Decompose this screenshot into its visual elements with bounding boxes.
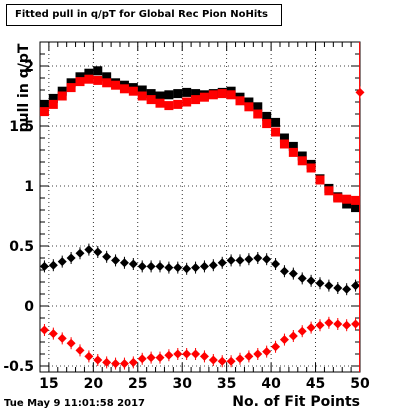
data-point-square — [111, 80, 121, 90]
data-point-square — [48, 99, 58, 109]
y-tick-label: 0 — [24, 299, 34, 315]
data-point-square — [333, 193, 343, 203]
data-marks — [39, 42, 365, 372]
y-tick-label: -0.5 — [3, 359, 34, 375]
data-point-square — [164, 101, 174, 111]
data-point-square — [253, 109, 263, 119]
data-point-square — [288, 141, 298, 151]
data-point-square — [75, 72, 85, 82]
data-point-square — [271, 117, 281, 127]
y-tick-label: 0.5 — [9, 239, 34, 255]
x-tick-label: 25 — [128, 376, 147, 392]
data-point-square — [208, 90, 218, 100]
data-point-square — [244, 97, 254, 107]
chart-title: Fitted pull in q/pT for Global Rec Pion … — [6, 4, 282, 26]
data-point-square — [271, 127, 281, 137]
data-point-square — [155, 91, 165, 101]
x-tick-label: 45 — [306, 376, 325, 392]
data-point-square — [84, 74, 94, 84]
data-point-square — [137, 85, 147, 95]
data-point-square — [48, 93, 58, 103]
y-axis-label: pull in q/pT — [16, 43, 32, 133]
data-point-square — [351, 195, 361, 205]
data-point-square — [342, 194, 352, 204]
data-point-square — [279, 133, 289, 143]
data-point-square — [244, 102, 254, 112]
y-tick-label: 1.5 — [9, 119, 34, 135]
data-point-square — [182, 97, 192, 107]
data-point-square — [102, 72, 112, 82]
data-point-square — [297, 151, 307, 161]
data-point-square — [253, 102, 263, 112]
data-point-square — [226, 90, 236, 100]
x-tick-label: 30 — [172, 376, 192, 392]
data-point-square — [39, 99, 49, 109]
x-tick-label: 50 — [350, 376, 370, 392]
data-point-square — [217, 89, 227, 99]
data-point-square — [191, 95, 201, 105]
data-point-square — [84, 68, 94, 78]
timestamp: Tue May 9 11:01:58 2017 — [4, 398, 145, 409]
x-tick-label: 20 — [84, 376, 104, 392]
data-point-square — [351, 203, 361, 213]
data-point-square — [297, 156, 307, 166]
data-point-square — [324, 186, 334, 196]
data-point-square — [57, 91, 67, 101]
data-point-square — [164, 90, 174, 100]
data-point-square — [93, 66, 103, 76]
data-point-square — [39, 107, 49, 117]
data-point-square — [173, 99, 183, 109]
data-point-square — [262, 111, 272, 121]
data-point-square — [262, 119, 272, 129]
x-tick-label: 40 — [261, 376, 281, 392]
x-axis-label: No. of Fit Points — [232, 394, 360, 410]
data-point-square — [306, 163, 316, 173]
data-point-square — [288, 147, 298, 157]
data-point-square — [57, 86, 67, 96]
data-point-square — [102, 78, 112, 88]
data-point-square — [342, 199, 352, 209]
data-point-square — [119, 84, 129, 94]
data-point-square — [173, 89, 183, 99]
y-tick-label: 2 — [24, 59, 34, 75]
x-tick-label: 15 — [39, 376, 58, 392]
axes: 15 20 25 30 35 40 45 50 -0.5 0 0.5 1 1.5 2 — [3, 41, 370, 392]
data-point-square — [235, 96, 245, 106]
y-tick-label: 1 — [24, 179, 34, 195]
data-point-square — [146, 95, 156, 105]
data-point-square — [155, 98, 165, 108]
grid — [40, 42, 361, 372]
data-point-square — [182, 87, 192, 97]
data-point-square — [146, 89, 156, 99]
data-point-square — [128, 86, 138, 96]
data-point-square — [137, 91, 147, 101]
data-point-square — [315, 175, 325, 185]
data-point-square — [191, 89, 201, 99]
data-point-square — [66, 78, 76, 88]
data-point-square — [279, 139, 289, 149]
x-tick-label: 35 — [217, 376, 236, 392]
data-point-square — [66, 83, 76, 93]
data-point-square — [75, 77, 85, 87]
data-point-square — [93, 75, 103, 85]
data-point-square — [199, 92, 209, 102]
